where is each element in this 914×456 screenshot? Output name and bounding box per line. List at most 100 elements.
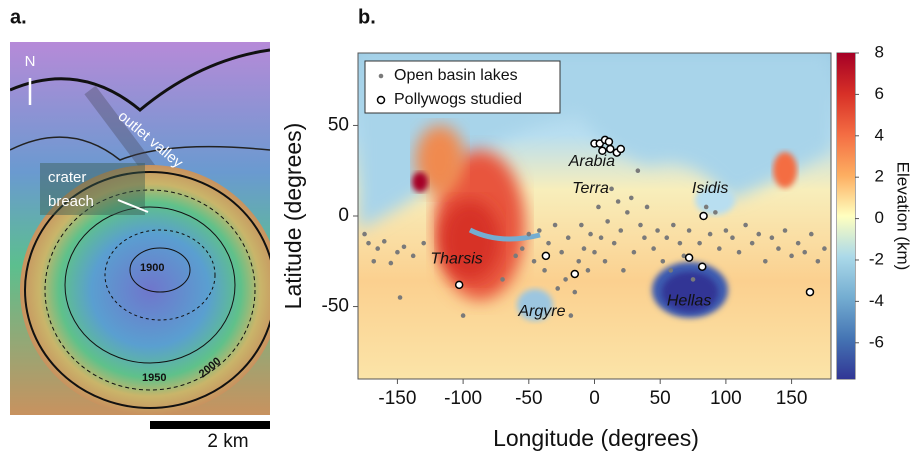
x-tick-label: 50: [650, 388, 671, 409]
region-label: Tharsis: [430, 251, 482, 268]
pollywog: [604, 137, 614, 146]
scale-bar: [150, 421, 270, 429]
pollywog: [598, 146, 607, 156]
lake: [609, 186, 614, 192]
lake: [660, 258, 666, 264]
lake: [563, 277, 568, 282]
lake: [642, 235, 647, 241]
lake: [664, 235, 670, 241]
lake: [371, 258, 377, 264]
lake: [581, 246, 587, 251]
lake: [572, 289, 578, 295]
lake: [588, 231, 593, 237]
lake: [651, 246, 656, 251]
lake: [395, 249, 400, 255]
lake: [537, 228, 542, 233]
lake: [552, 222, 558, 228]
x-tick-label: 150: [776, 388, 808, 409]
y-tick-label: -50: [322, 296, 349, 317]
colorbar-tick-label: 0: [875, 208, 884, 227]
lake: [822, 246, 827, 251]
lake: [802, 249, 808, 255]
lake: [628, 195, 634, 201]
lake: [697, 240, 702, 246]
annotation: crater: [48, 169, 86, 186]
lake: [598, 235, 604, 241]
pollywog: [697, 262, 707, 271]
pollywog: [606, 144, 615, 154]
lake: [555, 286, 561, 291]
lake: [605, 219, 610, 224]
lake: [546, 240, 551, 246]
lake: [542, 268, 547, 273]
colorbar-tick-label: -2: [869, 249, 884, 268]
legend-box: [364, 60, 561, 114]
lake: [576, 258, 582, 264]
lake: [526, 231, 532, 237]
lake: [366, 240, 371, 246]
annotation: breach: [48, 193, 94, 210]
colorbar-tick-label: -4: [869, 291, 884, 310]
panel-label: b.: [358, 6, 376, 28]
lake: [707, 231, 713, 237]
lake: [749, 240, 755, 246]
lake: [713, 210, 718, 215]
x-tick-label: -100: [444, 388, 482, 409]
lake: [579, 222, 584, 228]
lake: [602, 258, 608, 264]
colorbar-tick-label: 2: [875, 167, 884, 186]
colorbar-tick-label: -6: [869, 332, 884, 351]
colorbar: [837, 53, 855, 379]
lake: [703, 204, 709, 210]
lake: [815, 258, 821, 264]
lake: [559, 249, 564, 255]
lake: [736, 249, 742, 255]
lake: [635, 168, 641, 174]
region-label: Terra: [572, 180, 609, 197]
lake: [568, 313, 574, 318]
pollywog: [570, 269, 580, 279]
legend-label: Pollywogs studied: [394, 91, 522, 108]
lake: [743, 222, 748, 228]
lake: [795, 240, 801, 246]
region-label: Isidis: [692, 180, 728, 197]
pollywog: [454, 280, 464, 290]
breach-arrow: [117, 199, 149, 213]
x-tick-label: 0: [589, 388, 600, 409]
x-tick-label: -50: [515, 388, 542, 409]
lake: [789, 253, 794, 259]
x-tick-label: 100: [710, 388, 742, 409]
lake: [668, 268, 674, 273]
colorbar-label: Elevation (km): [894, 162, 913, 271]
lake: [686, 228, 692, 233]
contour-label: 1950: [142, 372, 166, 384]
lake: [611, 240, 617, 246]
lake: [625, 210, 630, 215]
lake: [763, 258, 768, 264]
colorbar-tick-label: 6: [875, 84, 884, 103]
x-tick-label: -150: [378, 388, 416, 409]
y-tick-label: 50: [328, 114, 349, 135]
pollywog: [541, 251, 551, 261]
lake: [585, 268, 591, 273]
lake: [513, 253, 518, 259]
legend-label: Open basin lakes: [394, 67, 518, 84]
lake: [756, 231, 762, 237]
lake: [638, 222, 643, 228]
y-axis-label: Latitude (degrees): [280, 123, 306, 310]
lake: [621, 268, 626, 273]
region-label: Argyre: [517, 303, 565, 320]
lake: [421, 240, 426, 246]
lake: [615, 199, 621, 204]
lake: [565, 235, 571, 241]
pollywog: [699, 211, 708, 221]
lake: [690, 277, 696, 282]
panel-label: a.: [10, 6, 27, 28]
lake: [596, 204, 601, 210]
lake: [776, 246, 781, 251]
lake: [808, 231, 814, 237]
colorbar-tick-label: 8: [875, 42, 884, 61]
legend-marker: [378, 73, 384, 79]
lake: [388, 260, 394, 266]
lake: [500, 277, 505, 282]
